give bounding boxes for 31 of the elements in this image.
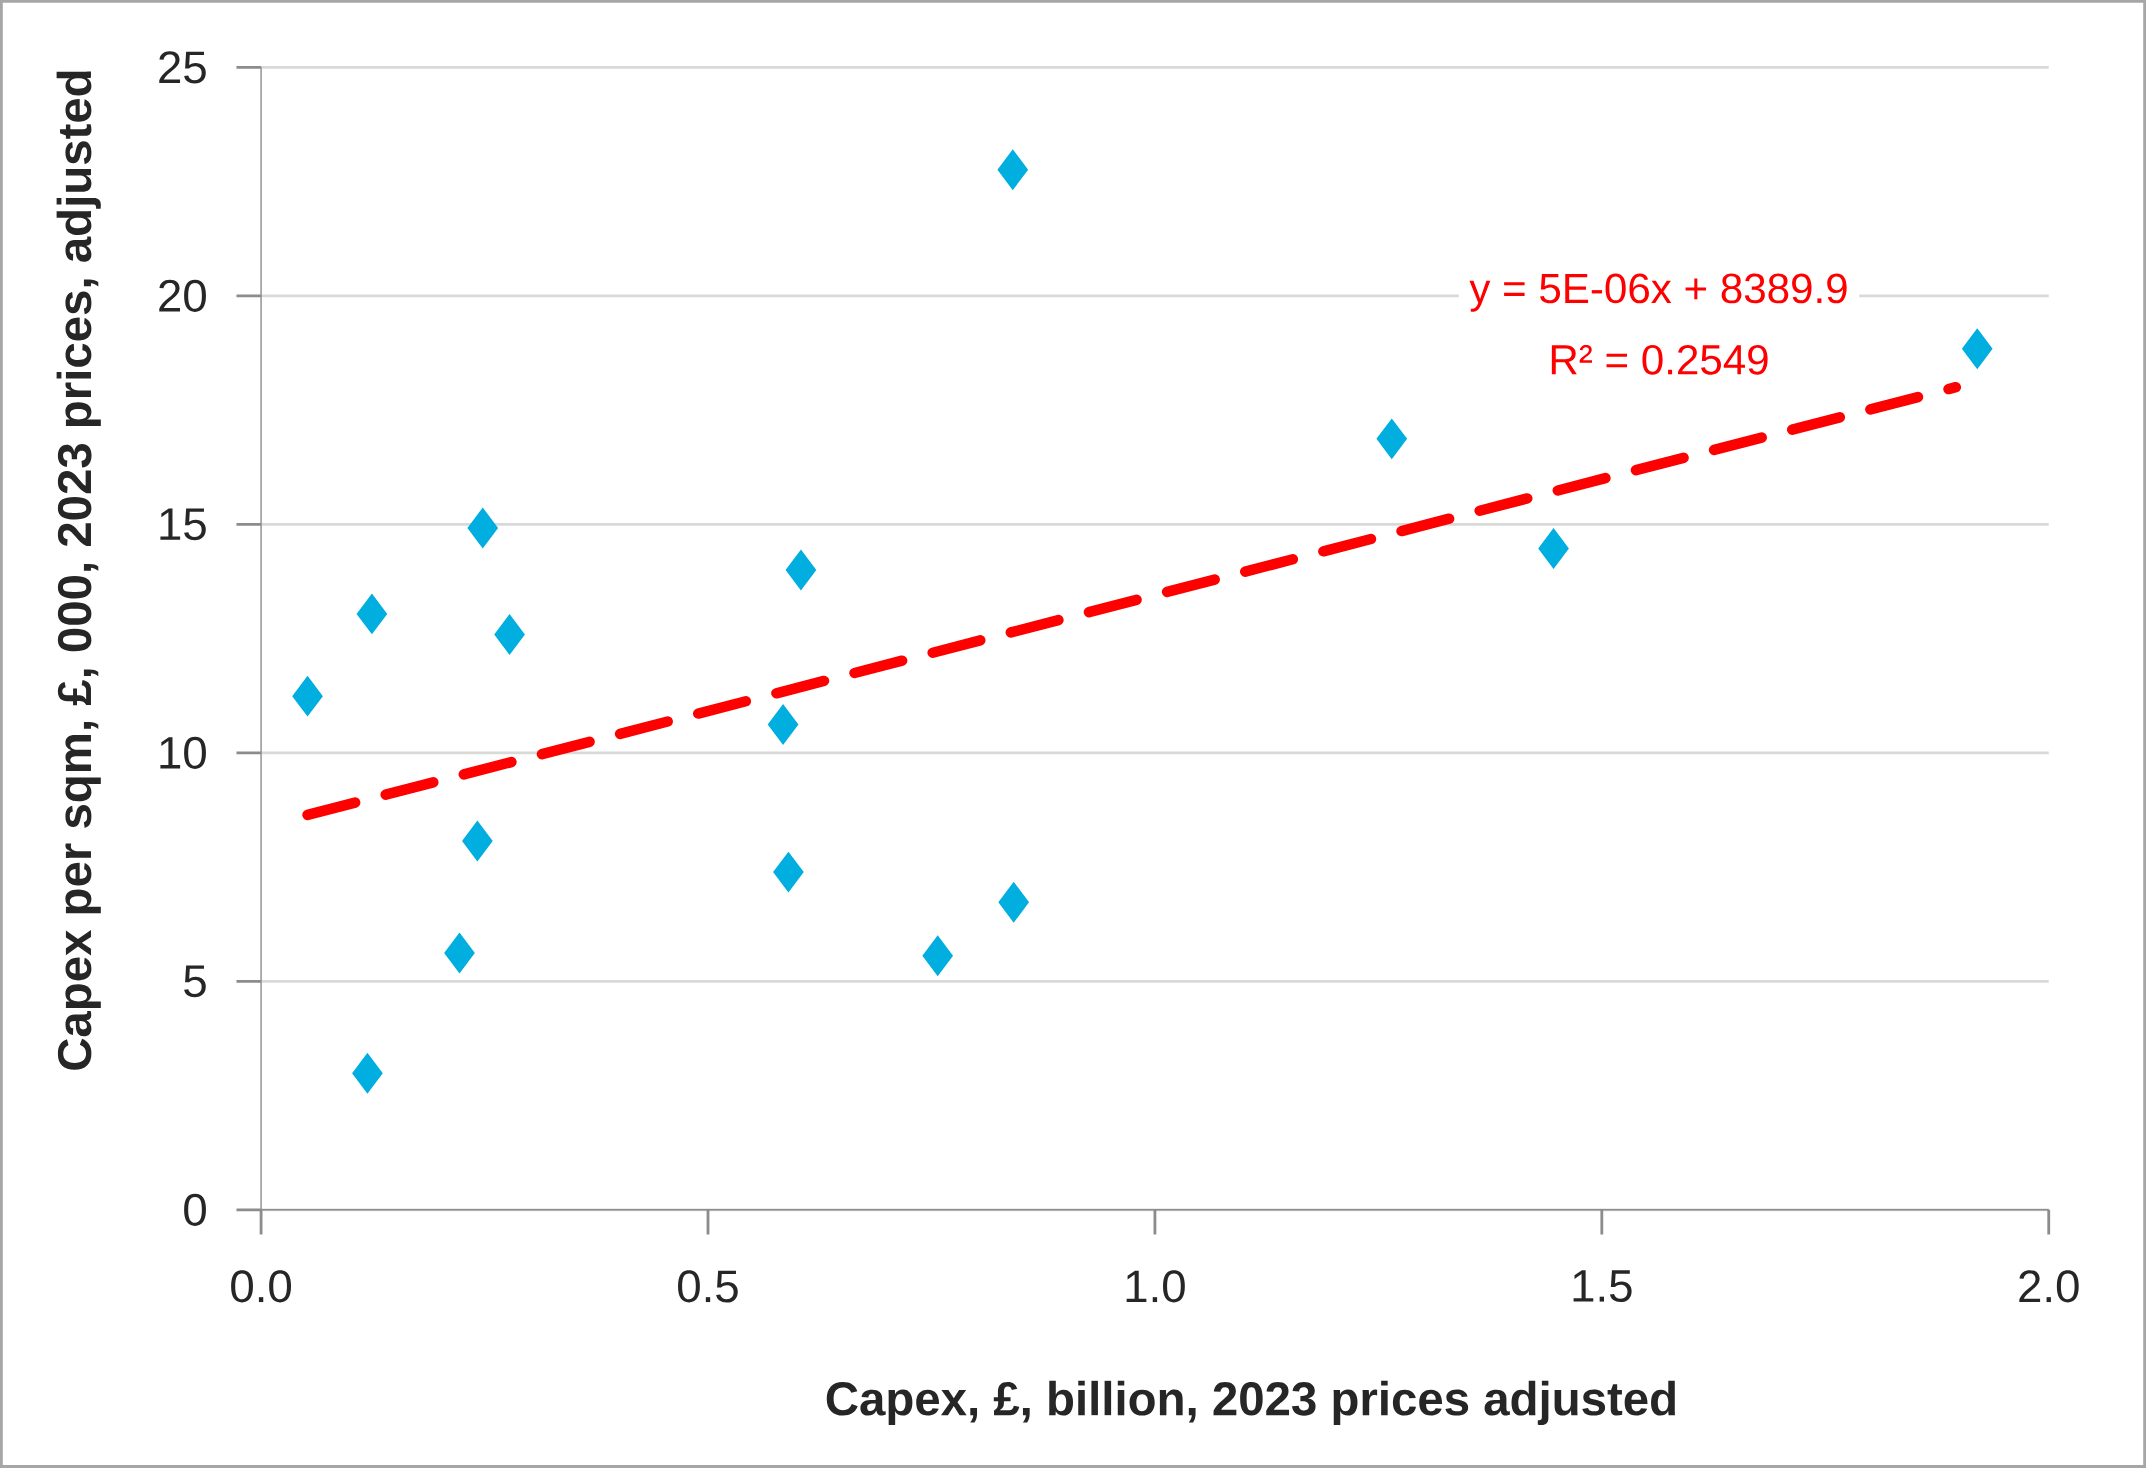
point [767,704,799,745]
x-axis-title: Capex, £, billion, 2023 prices adjusted [826,1380,1675,1426]
point [494,614,525,655]
point [356,593,388,634]
point [467,508,498,549]
y-tick-label: 25 [159,51,206,84]
x-tick-label: 0.5 [678,1270,738,1303]
point [1962,328,1993,369]
x-tick-label: 1.5 [1573,1270,1632,1303]
x-tick-label: 0.0 [231,1270,292,1303]
point [1376,418,1407,459]
y-tick-label: 5 [184,965,206,998]
point [998,882,1029,923]
point [785,550,817,591]
y-tick-label: 15 [160,508,206,541]
point [997,149,1028,190]
y-tick-label: 0 [184,1193,206,1227]
point [462,821,493,862]
point [292,676,323,717]
x-tick-label: 2.0 [2019,1270,2079,1303]
x-tick-label: 1.0 [1126,1270,1185,1303]
point [1538,528,1569,569]
y-axis-title: Capex per sqm, £, 000, 2023 prices, adjusted [56,71,101,1070]
y-tick-label: 20 [159,279,206,313]
annotation: R² = 0.2549 [1551,344,1768,375]
y-tick-label: 10 [160,736,206,770]
point [352,1053,383,1094]
annotation: y = 5E-06x + 8389.9 [1469,273,1847,312]
point [773,852,804,893]
point [444,933,475,974]
point [922,935,953,976]
